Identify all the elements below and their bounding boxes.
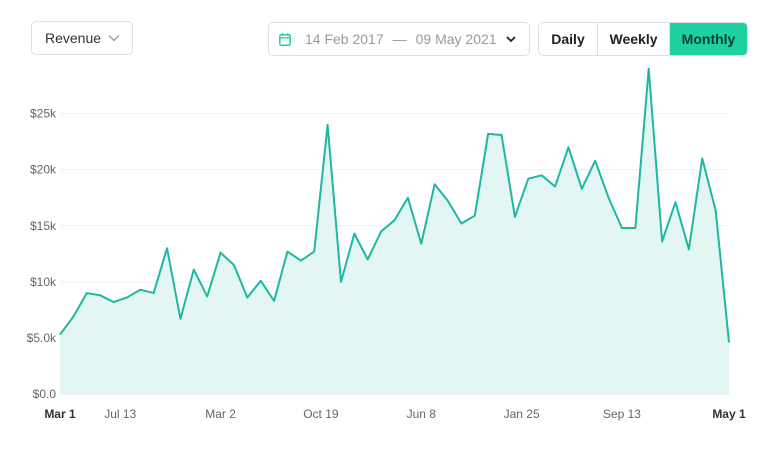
metric-dropdown[interactable]: Revenue (31, 21, 133, 55)
y-tick-label: $25k (30, 107, 57, 121)
calendar-icon (279, 32, 291, 46)
monthly-button[interactable]: Monthly (670, 23, 747, 55)
date-range-end: 09 May 2021 (415, 31, 497, 47)
x-tick-label: May 1 (712, 407, 746, 421)
x-tick-label: Jan 25 (504, 407, 540, 421)
x-tick-label: Oct 19 (303, 407, 339, 421)
date-range-separator: — (392, 31, 407, 47)
metric-dropdown-label: Revenue (45, 30, 102, 46)
y-tick-label: $10k (30, 275, 57, 289)
period-toggle: Daily Weekly Monthly (538, 22, 748, 56)
revenue-line (59, 67, 730, 343)
x-tick-label: Sep 13 (603, 407, 641, 421)
y-tick-label: $15k (30, 219, 57, 233)
area-fill (60, 68, 729, 395)
date-range-picker[interactable]: 14 Feb 2017 — 09 May 2021 (268, 22, 530, 56)
daily-button[interactable]: Daily (539, 23, 598, 55)
y-tick-label: $5.0k (27, 331, 57, 345)
x-tick-label: Mar 2 (205, 407, 236, 421)
chevron-down-icon (505, 33, 517, 45)
x-tick-label: Jun 8 (407, 407, 437, 421)
date-range-start: 14 Feb 2017 (305, 31, 384, 47)
x-tick-label: Mar 1 (44, 407, 76, 421)
y-tick-label: $0.0 (33, 387, 57, 401)
weekly-button[interactable]: Weekly (598, 23, 670, 55)
chevron-down-icon (108, 34, 120, 42)
y-tick-label: $20k (30, 163, 57, 177)
x-tick-label: Jul 13 (104, 407, 136, 421)
